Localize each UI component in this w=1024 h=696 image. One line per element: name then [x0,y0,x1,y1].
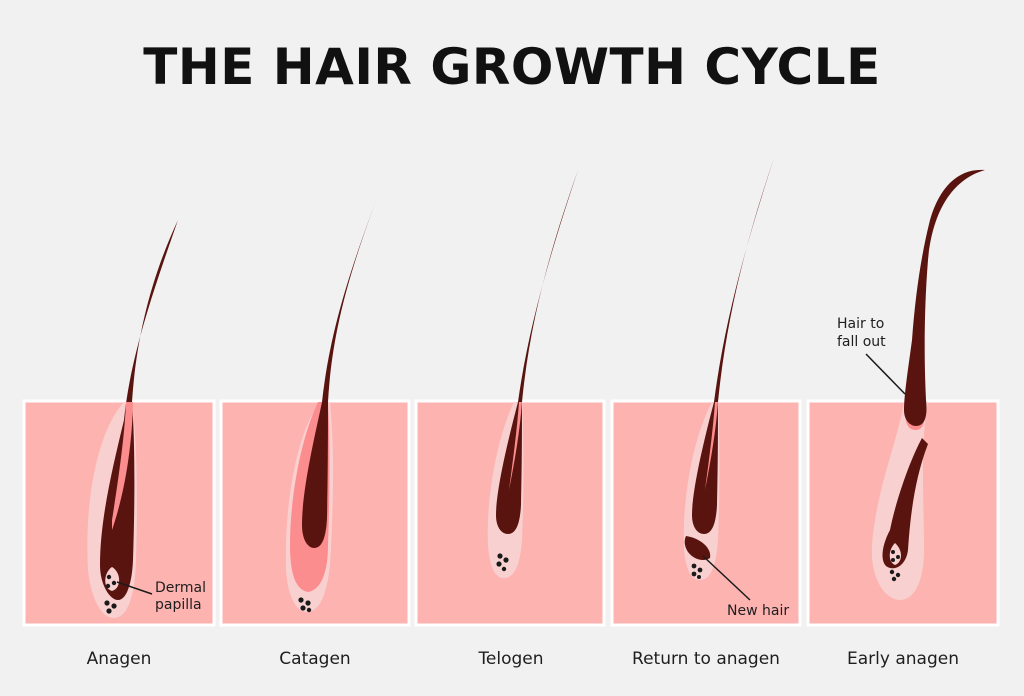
papilla-dot [891,576,897,582]
inner-root-sheath [112,402,133,530]
stage-anagen: Dermal papilla Anagen [22,220,216,669]
stage-label-return-to-anagen: Return to anagen [632,649,780,669]
papilla-dot [298,597,304,603]
papilla-dot [306,607,312,613]
papilla-dot [697,575,701,579]
hair-to-fall-out-label: Hair to [837,316,884,332]
papilla-dot [106,574,112,580]
papilla-dot [503,557,509,563]
new-hair-label: New hair [727,603,789,619]
papilla-dot [300,605,306,611]
inner-root-sheath [705,402,718,490]
papilla-dot [111,580,117,586]
papilla-dot [501,566,507,572]
stage-early-anagen: Hair to fall out Early anagen [806,169,1000,669]
stage-label-telogen: Telogen [477,649,543,669]
papilla-dot [111,603,117,609]
new-hair-shaft [882,438,928,569]
papilla-dot [691,571,697,577]
papilla-dot [889,569,895,575]
dermal-papilla-label: papilla [155,597,202,613]
papilla-dot [305,600,311,606]
stage-label-catagen: Catagen [279,649,350,669]
stage-label-anagen: Anagen [87,649,152,669]
page-title: THE HAIR GROWTH CYCLE [143,38,881,96]
stage-label-early-anagen: Early anagen [847,649,959,669]
old-hair-shaft [904,169,985,426]
papilla-dot [104,600,110,606]
stage-telogen: Telogen [414,170,606,669]
papilla-dot [896,555,900,559]
stage-return-to-anagen: New hair Return to anagen [610,158,802,669]
papilla-dot [891,550,895,554]
hair-shaft [100,220,178,600]
hair-shaft [302,190,380,548]
dermal-papilla-pointer [116,581,153,595]
papilla-dot [895,572,901,578]
hair-to-fall-out-pointer [865,353,906,395]
papilla-dot [496,561,502,567]
new-hair [684,536,711,560]
papilla-dot [691,563,697,569]
inner-root-sheath [509,402,522,490]
stage-catagen: Catagen [219,190,411,669]
new-hair-pointer [702,555,751,601]
papilla-dot [497,553,503,559]
papilla-dot [891,558,895,562]
papilla-dot [697,567,703,573]
dermal-papilla-label: Dermal [155,580,206,596]
papilla-dot [105,583,111,589]
papilla-dot [106,608,112,614]
hair-to-fall-out-label: fall out [837,334,886,350]
